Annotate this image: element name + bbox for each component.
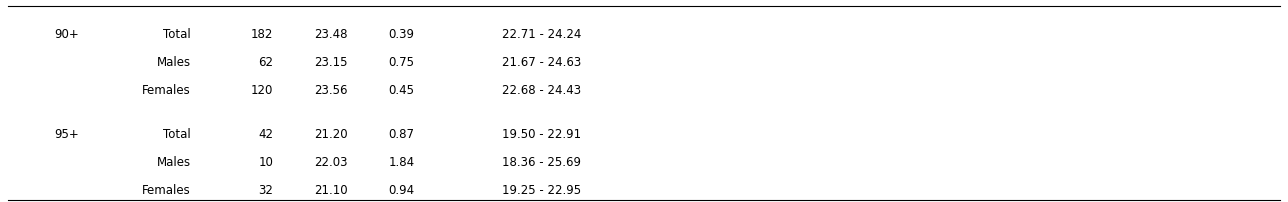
- Text: 21.67 - 24.63: 21.67 - 24.63: [502, 56, 582, 68]
- Text: 0.75: 0.75: [389, 56, 415, 68]
- Text: Males: Males: [157, 56, 191, 68]
- Text: 22.03: 22.03: [314, 156, 348, 168]
- Text: 182: 182: [251, 27, 273, 40]
- Text: Females: Females: [142, 83, 191, 97]
- Text: 120: 120: [251, 83, 273, 97]
- Text: 62: 62: [258, 56, 273, 68]
- Text: 22.71 - 24.24: 22.71 - 24.24: [502, 27, 582, 40]
- Text: 0.39: 0.39: [389, 27, 415, 40]
- Text: Females: Females: [142, 183, 191, 197]
- Text: 42: 42: [258, 127, 273, 141]
- Text: 23.48: 23.48: [314, 27, 348, 40]
- Text: 1.84: 1.84: [389, 156, 415, 168]
- Text: 0.45: 0.45: [389, 83, 415, 97]
- Text: 95+: 95+: [54, 127, 80, 141]
- Text: 21.10: 21.10: [314, 183, 348, 197]
- Text: 19.50 - 22.91: 19.50 - 22.91: [502, 127, 581, 141]
- Text: 0.87: 0.87: [389, 127, 415, 141]
- Text: 10: 10: [258, 156, 273, 168]
- Text: Total: Total: [162, 27, 191, 40]
- Text: 21.20: 21.20: [314, 127, 348, 141]
- Text: 0.94: 0.94: [389, 183, 415, 197]
- Text: Total: Total: [162, 127, 191, 141]
- Text: 90+: 90+: [54, 27, 80, 40]
- Text: Males: Males: [157, 156, 191, 168]
- Text: 23.56: 23.56: [314, 83, 348, 97]
- Text: 23.15: 23.15: [314, 56, 348, 68]
- Text: 32: 32: [258, 183, 273, 197]
- Text: 18.36 - 25.69: 18.36 - 25.69: [502, 156, 581, 168]
- Text: 19.25 - 22.95: 19.25 - 22.95: [502, 183, 581, 197]
- Text: 22.68 - 24.43: 22.68 - 24.43: [502, 83, 581, 97]
